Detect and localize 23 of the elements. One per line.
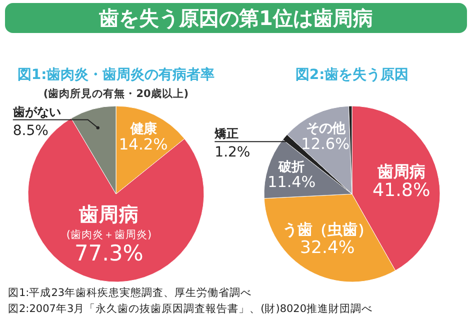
slice-label: その他 bbox=[306, 122, 346, 136]
chart-title: 図2:歯を失う原因 bbox=[295, 67, 409, 83]
slice-label: 歯周病 bbox=[376, 162, 426, 181]
chart-subtitle: (歯肉所見の有無・20歳以上) bbox=[43, 87, 189, 100]
data-label: 8.5% bbox=[12, 122, 48, 139]
caption: 図1:平成23年歯科疾患実態調査、厚生労働省調べ bbox=[8, 286, 252, 299]
slice-label: 矯正 bbox=[214, 126, 239, 141]
data-label: 11.4% bbox=[268, 172, 316, 191]
slice-label: 破折 bbox=[278, 160, 305, 175]
data-label: 32.4% bbox=[300, 238, 355, 258]
slice-label: 歯がない bbox=[12, 104, 61, 119]
data-label: 41.8% bbox=[372, 180, 430, 202]
chart-title: 図1:歯肉炎・歯周炎の有病者率 bbox=[17, 66, 215, 83]
caption: 図2:2007年3月「永久歯の抜歯原因調査報告書」、(財)8020推進財団調べ bbox=[8, 302, 373, 315]
data-label: 12.6% bbox=[301, 134, 350, 153]
slice-label: 健康 bbox=[129, 120, 158, 137]
data-label: 1.2% bbox=[214, 144, 250, 161]
data-label: 14.2% bbox=[118, 135, 168, 154]
text: 歯を失う原因の第1位は歯周病 bbox=[98, 6, 373, 30]
data-label: 77.3% bbox=[74, 242, 144, 267]
slice-label: 歯周病 bbox=[78, 202, 139, 226]
text: (歯肉炎＋歯周炎) bbox=[66, 228, 152, 241]
slice-label: う歯（虫歯） bbox=[282, 220, 372, 239]
